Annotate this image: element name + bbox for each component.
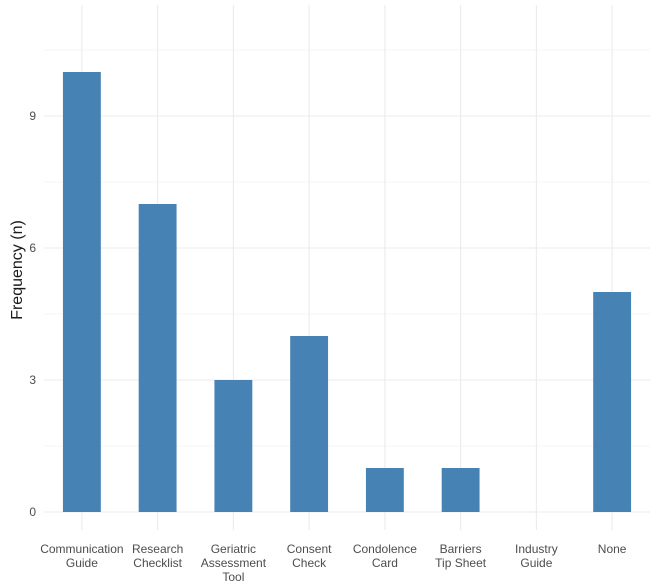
x-tick-label: Research Checklist	[132, 542, 183, 570]
x-tick-label: None	[598, 542, 627, 556]
bar	[593, 292, 632, 512]
bar	[214, 380, 253, 512]
bar	[365, 468, 404, 512]
y-tick-labels: 0 3 6 9	[29, 109, 36, 519]
x-tick-label: Industry Guide	[515, 542, 558, 570]
x-tick-label: Communication Guide	[40, 542, 123, 570]
x-tick-label: Consent Check	[287, 542, 332, 570]
bar	[62, 72, 101, 512]
y-axis-title: Frequency (n)	[9, 220, 26, 320]
y-tick-label: 9	[29, 109, 36, 123]
x-tick-label: Condolence Card	[353, 542, 417, 570]
x-tick-label: Barriers Tip Sheet	[435, 542, 487, 570]
y-tick-label: 3	[29, 373, 36, 387]
x-tick-label: Geriatric Assessment Tool	[201, 542, 267, 584]
x-tick-labels: Communication Guide Research Checklist Geria…	[40, 542, 627, 584]
bars	[62, 72, 632, 512]
y-tick-label: 0	[29, 505, 36, 519]
grid	[44, 5, 650, 530]
bar	[138, 204, 177, 512]
y-tick-label: 6	[29, 241, 36, 255]
bar	[441, 468, 480, 512]
bar	[290, 336, 329, 512]
